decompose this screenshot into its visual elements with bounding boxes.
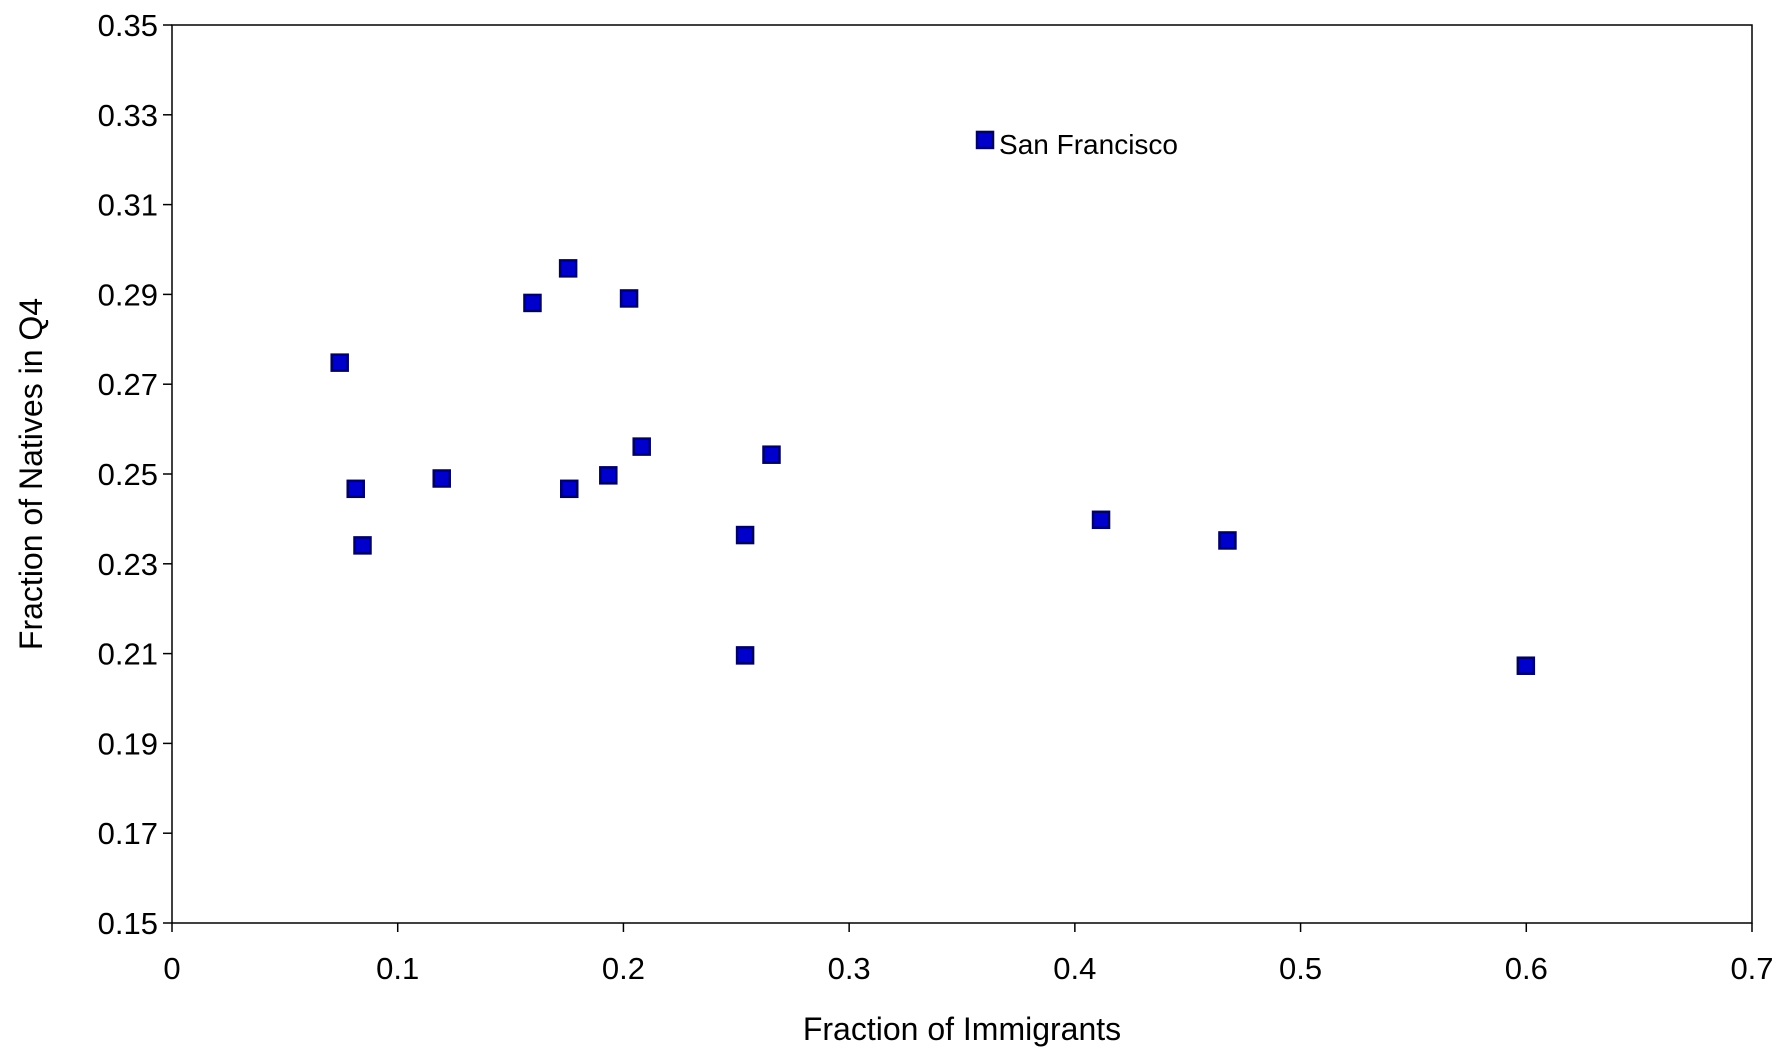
point [599,466,618,485]
y-tick-label: 0.27 [98,367,158,402]
y-tick-label: 0.31 [98,188,158,223]
y-tick-label: 0.23 [98,547,158,582]
point [735,646,755,665]
point [1218,531,1237,550]
point [632,437,651,456]
x-tick-label: 0.3 [828,951,871,986]
annotation: San Francisco [999,129,1178,160]
x-tick-label: 0.6 [1505,951,1548,986]
point [975,130,995,150]
point [1516,656,1536,675]
x-tick-label: 0 [163,951,180,986]
point [560,479,579,499]
y-tick-label: 0.15 [98,906,158,941]
point [353,536,372,555]
x-tick-label: 0.4 [1053,951,1096,986]
y-tick-label: 0.25 [98,457,158,492]
x-axis-title: Fraction of Immigrants [803,1011,1121,1047]
plot-frame [171,24,1753,924]
point [1091,510,1111,530]
x-tick-label: 0.2 [602,951,645,986]
y-tick-label: 0.21 [98,637,158,672]
point [432,469,451,488]
y-axis-title: Fraction of Natives in Q4 [13,298,49,650]
y-tick-label: 0.29 [98,277,158,312]
x-tick-label: 0.7 [1730,951,1773,986]
point [619,289,639,308]
point [346,479,365,499]
x-tick-label: 0.5 [1279,951,1322,986]
x-tick-label: 0.1 [376,951,419,986]
point [762,445,781,464]
point [735,525,755,545]
point [523,293,542,313]
point [558,259,578,278]
point [330,353,349,372]
y-tick-label: 0.33 [98,98,158,133]
y-tick-label: 0.17 [98,816,158,851]
y-tick-label: 0.19 [98,726,158,761]
y-tick-label: 0.35 [98,8,158,43]
